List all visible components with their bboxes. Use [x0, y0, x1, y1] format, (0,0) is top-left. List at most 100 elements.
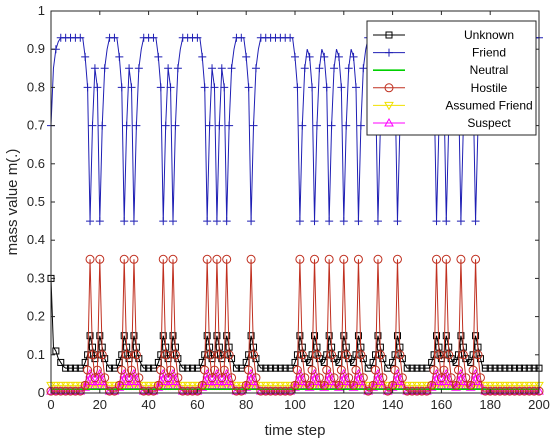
point-suspect	[324, 368, 335, 378]
point-hostile	[231, 386, 241, 396]
point-hostile	[514, 386, 524, 396]
point-friend	[352, 83, 360, 92]
point-hostile	[205, 350, 215, 360]
point-suspect	[426, 382, 437, 391]
point-friend	[220, 83, 229, 92]
point-friend	[205, 121, 214, 130]
point-friend	[456, 217, 465, 226]
point-friend	[349, 52, 358, 61]
point-friend	[122, 121, 131, 130]
point-suspect	[456, 368, 466, 378]
point-hostile	[236, 386, 246, 396]
point-suspect	[309, 368, 320, 378]
point-hostile	[471, 254, 481, 264]
point-unknown	[520, 364, 528, 372]
point-friend	[120, 217, 129, 226]
point-unknown	[276, 364, 284, 372]
point-suspect	[438, 376, 449, 386]
point-hostile	[510, 386, 520, 396]
point-unknown	[384, 364, 392, 372]
point-suspect	[80, 382, 91, 391]
point-assumed-friend	[417, 381, 427, 391]
point-friend	[442, 217, 451, 226]
point-hostile	[173, 373, 183, 383]
point-friend	[98, 121, 107, 130]
point-unknown	[418, 364, 426, 372]
point-hostile	[356, 350, 366, 360]
point-suspect	[212, 368, 222, 378]
point-hostile	[441, 254, 451, 264]
point-hostile	[305, 380, 315, 390]
point-unknown	[511, 364, 519, 372]
point-hostile	[161, 350, 171, 360]
point-friend	[308, 83, 317, 92]
point-friend	[291, 52, 299, 61]
point-assumed-friend	[236, 381, 247, 391]
point-friend	[344, 64, 353, 73]
point-hostile	[178, 386, 188, 396]
point-suspect	[224, 376, 234, 386]
point-friend	[354, 217, 363, 226]
point-suspect	[153, 382, 164, 391]
point-hostile	[363, 386, 373, 396]
point-hostile	[56, 386, 66, 396]
point-friend	[334, 52, 343, 61]
point-unknown	[496, 364, 504, 372]
legend-label: Assumed Friend	[445, 98, 532, 112]
point-assumed-friend	[148, 381, 159, 391]
point-hostile	[392, 254, 402, 264]
point-suspect	[431, 368, 442, 378]
point-unknown	[96, 332, 104, 340]
point-suspect	[202, 368, 213, 378]
point-assumed-friend	[504, 381, 515, 391]
point-hostile	[383, 386, 393, 396]
point-hostile	[100, 373, 110, 383]
x-tick-label: 40	[141, 397, 155, 412]
point-unknown	[140, 364, 148, 372]
point-suspect	[434, 376, 444, 386]
y-tick-label: 0.4	[27, 232, 45, 247]
point-hostile	[500, 386, 510, 396]
point-unknown	[491, 364, 499, 372]
point-hostile	[407, 386, 417, 396]
point-unknown	[296, 332, 304, 340]
point-hostile	[412, 386, 422, 396]
point-hostile	[131, 350, 141, 360]
point-unknown	[262, 364, 270, 372]
point-unknown	[76, 364, 84, 372]
point-friend	[249, 121, 258, 130]
point-friend	[115, 52, 124, 61]
point-hostile	[446, 373, 456, 383]
point-friend	[471, 217, 480, 226]
point-unknown	[184, 364, 192, 372]
point-hostile	[117, 365, 127, 375]
point-suspect	[94, 368, 105, 378]
point-friend	[159, 217, 168, 226]
point-hostile	[373, 254, 383, 264]
point-hostile	[168, 254, 178, 264]
point-suspect	[373, 368, 383, 378]
legend-label: Hostile	[471, 81, 508, 95]
point-hostile	[453, 365, 463, 375]
point-unknown	[354, 332, 362, 340]
y-tick-label: 0.5	[27, 194, 45, 209]
point-unknown	[110, 364, 118, 372]
y-tick-label: 0.8	[27, 79, 45, 94]
point-unknown	[506, 364, 514, 372]
point-hostile	[395, 350, 405, 360]
point-friend	[217, 64, 226, 73]
point-unknown	[501, 364, 509, 372]
point-unknown	[257, 364, 265, 372]
legend-label: Friend	[472, 46, 506, 60]
point-hostile	[251, 373, 261, 383]
point-assumed-friend	[495, 381, 505, 391]
point-assumed-friend	[421, 381, 432, 391]
y-tick-label: 1	[38, 3, 45, 18]
point-hostile	[244, 365, 254, 375]
point-friend	[149, 33, 158, 42]
point-suspect	[441, 368, 452, 378]
x-tick-label: 60	[190, 397, 204, 412]
legend-item-assumed-friend: Assumed Friend	[373, 98, 533, 112]
point-friend	[286, 33, 295, 42]
point-friend	[310, 217, 319, 226]
